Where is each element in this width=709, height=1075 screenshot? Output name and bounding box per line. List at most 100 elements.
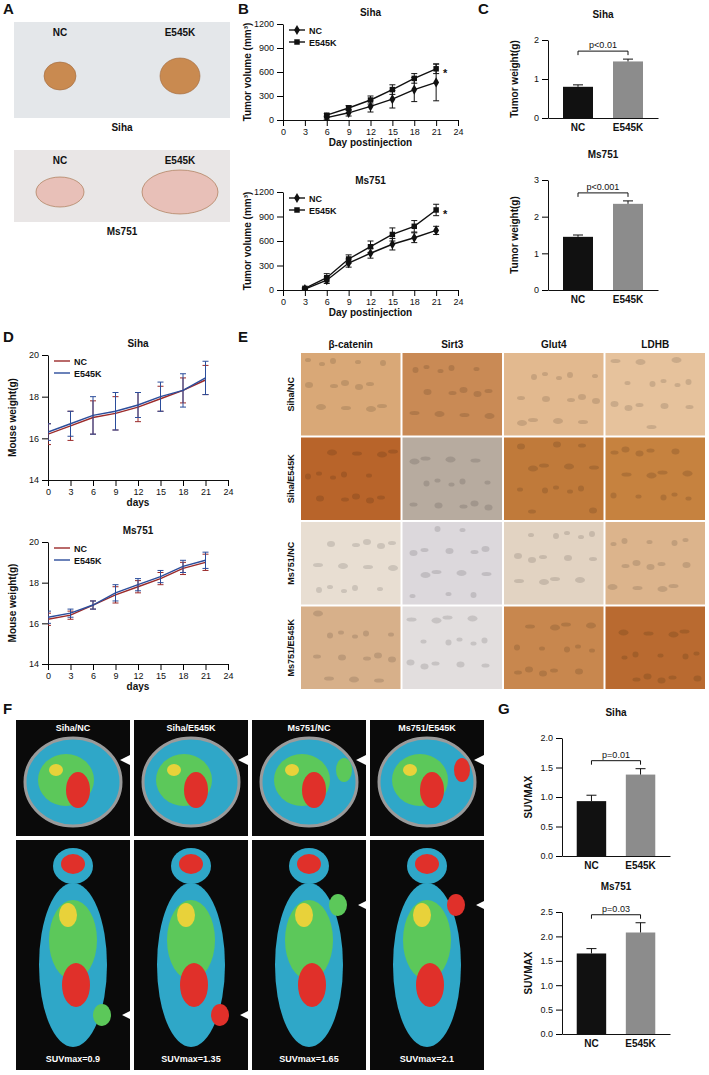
texture [578, 394, 586, 400]
tick-label: NC [584, 1038, 598, 1049]
tick-mark [277, 72, 283, 73]
texture [636, 403, 644, 407]
tick-mark [138, 480, 139, 486]
texture [449, 365, 455, 371]
texture [589, 649, 595, 653]
chart: 1416182003691215182124NCE545KMs751daysMo… [7, 525, 234, 692]
tick: 2 [534, 35, 548, 45]
chart: 0.00.51.01.52.0NCE545KSihaSUVMAXp=0.01 [523, 707, 671, 871]
texture [525, 667, 533, 673]
marker [302, 286, 307, 290]
tick: 24 [453, 290, 463, 307]
column-header: Glut4 [541, 339, 567, 350]
texture [324, 677, 334, 681]
tick-mark [556, 961, 562, 962]
tick-label: 18 [178, 487, 188, 497]
body [379, 738, 475, 826]
tick: 0.0 [540, 1029, 562, 1039]
texture [424, 389, 432, 395]
chart-title: Ms751 [123, 525, 154, 536]
texture [561, 623, 571, 627]
error-bar [203, 552, 209, 568]
texture [680, 630, 690, 634]
texture [316, 404, 326, 410]
texture [352, 494, 360, 500]
tick-mark [392, 120, 393, 126]
marker [433, 77, 439, 87]
tick-mark [277, 96, 283, 97]
uptake [61, 854, 85, 874]
texture [319, 362, 325, 366]
tick-mark [228, 664, 229, 670]
tick-label: 900 [259, 212, 274, 222]
tick-label: 18 [29, 578, 39, 588]
uptake [302, 772, 326, 808]
uptake [180, 963, 208, 1007]
tick: 12 [133, 480, 143, 497]
tick: 16 [29, 619, 48, 629]
line [305, 210, 436, 288]
texture [449, 483, 455, 487]
texture [374, 679, 384, 683]
texture [578, 535, 584, 539]
axis-title: days [127, 681, 150, 692]
bar [626, 932, 655, 1034]
uptake [420, 772, 444, 808]
texture [517, 444, 525, 450]
tick-label: 15 [388, 127, 398, 137]
texture [316, 472, 322, 476]
legend-line [54, 547, 70, 548]
uptake [167, 764, 181, 776]
tick-mark [436, 290, 437, 296]
panel-e: β-cateninSirt3Glut4LDHBSiha/NCSiha/E545K… [286, 339, 705, 689]
texture [313, 655, 321, 659]
texture [622, 473, 632, 477]
tick-mark [305, 120, 306, 126]
figure: 0300600900120003691215182124NCE545KSihaD… [0, 0, 709, 1075]
plot-area [48, 361, 209, 444]
tumor [142, 170, 218, 214]
tick: 0 [46, 664, 51, 681]
row-label: Ms751/NC [286, 541, 296, 585]
tick-mark [542, 217, 548, 218]
legend-label: NC [309, 194, 322, 204]
line [48, 378, 206, 432]
texture [410, 459, 420, 465]
tick-label: 1 [534, 74, 539, 84]
tick: 6 [325, 290, 330, 307]
tick-label: 3 [303, 127, 308, 137]
legend-label: E545K [309, 38, 337, 48]
legend-label: NC [309, 26, 322, 36]
tick-mark [327, 290, 328, 296]
tick-label: 9 [113, 487, 118, 497]
texture [550, 625, 560, 631]
ihc-image [301, 353, 401, 436]
texture [349, 677, 359, 683]
column-header: Sirt3 [441, 339, 464, 350]
texture [435, 411, 445, 417]
tick-label: 9 [347, 127, 352, 137]
texture [435, 479, 441, 483]
tick: 24 [223, 664, 233, 681]
chart-title: Ms751 [601, 881, 632, 892]
tick-label: 1.0 [540, 792, 553, 802]
tick: E545K [613, 122, 644, 133]
ihc-image [504, 438, 604, 521]
uptake [285, 764, 299, 776]
axis-line [283, 193, 284, 291]
ihc-image [606, 353, 706, 436]
texture [578, 444, 586, 448]
tick-mark [414, 120, 415, 126]
tick-mark [183, 664, 184, 670]
tick-mark [42, 542, 48, 543]
texture [380, 360, 386, 366]
tick: 9 [113, 480, 118, 497]
texture [424, 481, 430, 487]
tick-mark [116, 664, 117, 670]
legend-label: E545K [74, 369, 102, 379]
tick-label: 1200 [254, 19, 274, 29]
tick-mark [414, 290, 415, 296]
plot-area [563, 59, 643, 118]
error-bar [158, 570, 164, 582]
texture [421, 548, 429, 552]
